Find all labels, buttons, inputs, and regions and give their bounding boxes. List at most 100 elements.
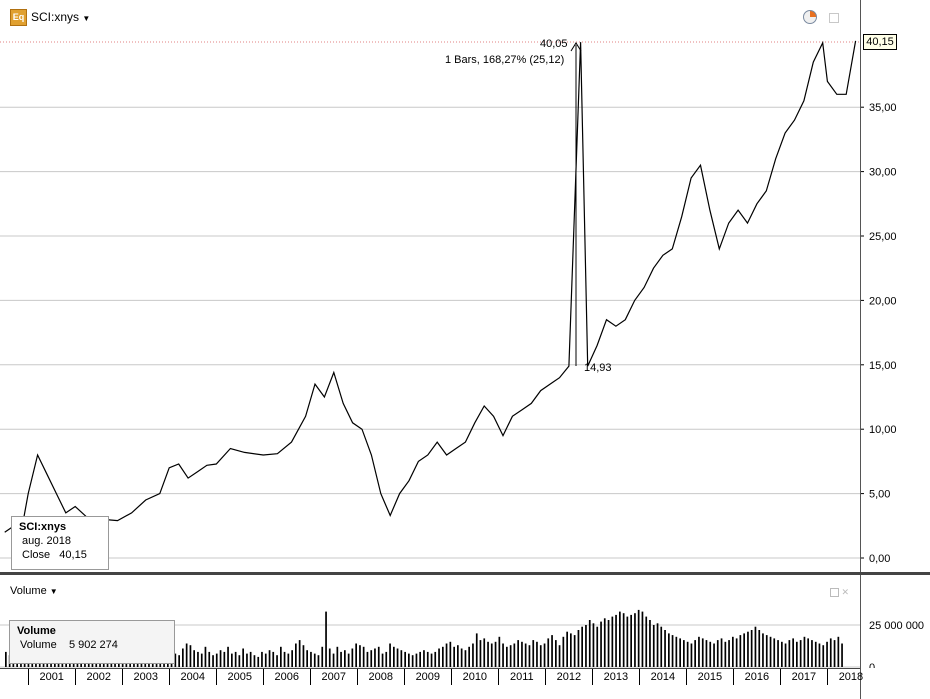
volume-bar bbox=[197, 651, 199, 667]
volume-bar bbox=[585, 625, 587, 667]
close-icon[interactable]: ✕ bbox=[841, 587, 850, 597]
volume-bar bbox=[690, 643, 693, 667]
volume-bar bbox=[833, 640, 836, 667]
x-tick bbox=[263, 669, 265, 685]
volume-bar bbox=[506, 646, 508, 667]
volume-bar bbox=[743, 633, 745, 667]
volume-bar bbox=[649, 620, 651, 667]
volume-bar bbox=[208, 651, 211, 667]
volume-bar bbox=[479, 640, 482, 667]
volume-bar bbox=[600, 621, 602, 667]
volume-bar bbox=[374, 648, 376, 667]
x-tick bbox=[216, 669, 218, 685]
measure-tool: 40,05 1 Bars, 168,27% (25,12) 14,93 bbox=[445, 38, 612, 374]
volume-bar bbox=[5, 651, 7, 667]
volume-bar bbox=[231, 653, 233, 667]
volume-bar bbox=[724, 641, 727, 667]
x-tick-label: 2004 bbox=[180, 671, 205, 683]
symbol-selector[interactable]: SCI:xnys ▼ bbox=[31, 10, 90, 24]
volume-bar bbox=[377, 646, 380, 667]
x-tick-label: 2002 bbox=[86, 671, 111, 683]
volume-tick-label: 25 000 000 bbox=[869, 620, 924, 632]
volume-bar bbox=[442, 646, 444, 667]
volume-bar bbox=[675, 636, 678, 667]
x-tick-label: 2009 bbox=[415, 671, 441, 683]
price-chart[interactable]: 0,00 5,00 10,00 15,00 20,00 25,00 30,00 35,00 4… bbox=[0, 0, 930, 572]
volume-bar bbox=[453, 646, 455, 667]
measure-label: 1 Bars, 168,27% (25,12) bbox=[445, 54, 564, 66]
last-price-tag: 40,15 bbox=[863, 34, 897, 50]
x-tick-label: 2007 bbox=[321, 671, 347, 683]
restore-icon[interactable] bbox=[829, 13, 839, 23]
volume-bar bbox=[280, 646, 282, 667]
volume-bar bbox=[558, 645, 561, 667]
volume-bar bbox=[264, 653, 267, 667]
x-tick bbox=[592, 669, 594, 685]
volume-bar bbox=[781, 641, 783, 667]
volume-bar bbox=[728, 640, 730, 667]
volume-bar bbox=[302, 645, 305, 667]
x-tick-label: 2006 bbox=[274, 671, 300, 683]
volume-bar bbox=[818, 643, 821, 667]
measure-arrow-icon bbox=[570, 42, 582, 52]
y-tick-label: 35,00 bbox=[869, 102, 897, 114]
x-tick-label: 2017 bbox=[791, 671, 817, 683]
volume-bar bbox=[193, 650, 195, 667]
x-tick-label: 2015 bbox=[697, 671, 723, 683]
x-tick bbox=[404, 669, 406, 685]
volume-bar bbox=[566, 631, 568, 667]
y-tick-label: 30,00 bbox=[869, 167, 897, 179]
volume-bar bbox=[637, 609, 640, 667]
x-tick bbox=[639, 669, 641, 685]
volume-bar bbox=[185, 643, 188, 667]
volume-bar bbox=[622, 613, 625, 667]
volume-bar bbox=[283, 651, 286, 667]
volume-bar bbox=[449, 641, 452, 667]
x-tick-label: 2012 bbox=[556, 671, 582, 683]
volume-bar bbox=[238, 655, 241, 667]
restore-icon[interactable] bbox=[830, 588, 839, 598]
volume-bar bbox=[588, 620, 591, 667]
volume-bar bbox=[739, 635, 742, 667]
volume-bar bbox=[615, 614, 617, 667]
x-tick bbox=[827, 669, 829, 685]
volume-y-axis: 0 25 000 000 bbox=[869, 620, 924, 668]
x-tick bbox=[122, 669, 124, 685]
volume-bar bbox=[735, 638, 738, 667]
volume-bar bbox=[389, 643, 391, 667]
x-tick-label: 2005 bbox=[227, 671, 252, 683]
volume-bar bbox=[355, 643, 357, 667]
x-tick-label: 2016 bbox=[744, 671, 770, 683]
volume-bar bbox=[513, 643, 516, 667]
volume-bar bbox=[626, 616, 629, 667]
volume-bar bbox=[340, 651, 342, 667]
volume-info-box: Volume Volume 5 902 274 bbox=[9, 620, 175, 664]
volume-info-value: 5 902 274 bbox=[68, 639, 118, 651]
x-tick-label: 2011 bbox=[510, 671, 534, 683]
volume-bar bbox=[234, 651, 237, 667]
volume-bar bbox=[328, 648, 331, 667]
volume-bar bbox=[408, 653, 410, 667]
pane-divider[interactable] bbox=[0, 572, 930, 575]
x-tick bbox=[75, 669, 77, 685]
volume-bar bbox=[370, 650, 373, 667]
volume-bar bbox=[475, 633, 478, 667]
volume-bar bbox=[532, 640, 535, 667]
volume-bar bbox=[750, 630, 753, 667]
volume-bar bbox=[291, 650, 293, 667]
clock-icon[interactable] bbox=[803, 10, 817, 24]
volume-bar bbox=[381, 653, 384, 667]
volume-bar bbox=[178, 655, 180, 667]
volume-bar bbox=[539, 645, 542, 667]
volume-bar bbox=[423, 650, 425, 667]
y-tick-label: 10,00 bbox=[869, 424, 897, 436]
volume-bar bbox=[701, 638, 704, 667]
volume-bar bbox=[769, 636, 772, 667]
equity-badge-icon[interactable]: Eq bbox=[10, 9, 27, 26]
volume-bar bbox=[762, 633, 764, 667]
volume-selector[interactable]: Volume ▼ bbox=[10, 585, 58, 597]
volume-bar bbox=[841, 643, 843, 667]
volume-bar bbox=[634, 613, 636, 667]
volume-bar bbox=[829, 638, 832, 667]
volume-bar bbox=[803, 636, 806, 667]
